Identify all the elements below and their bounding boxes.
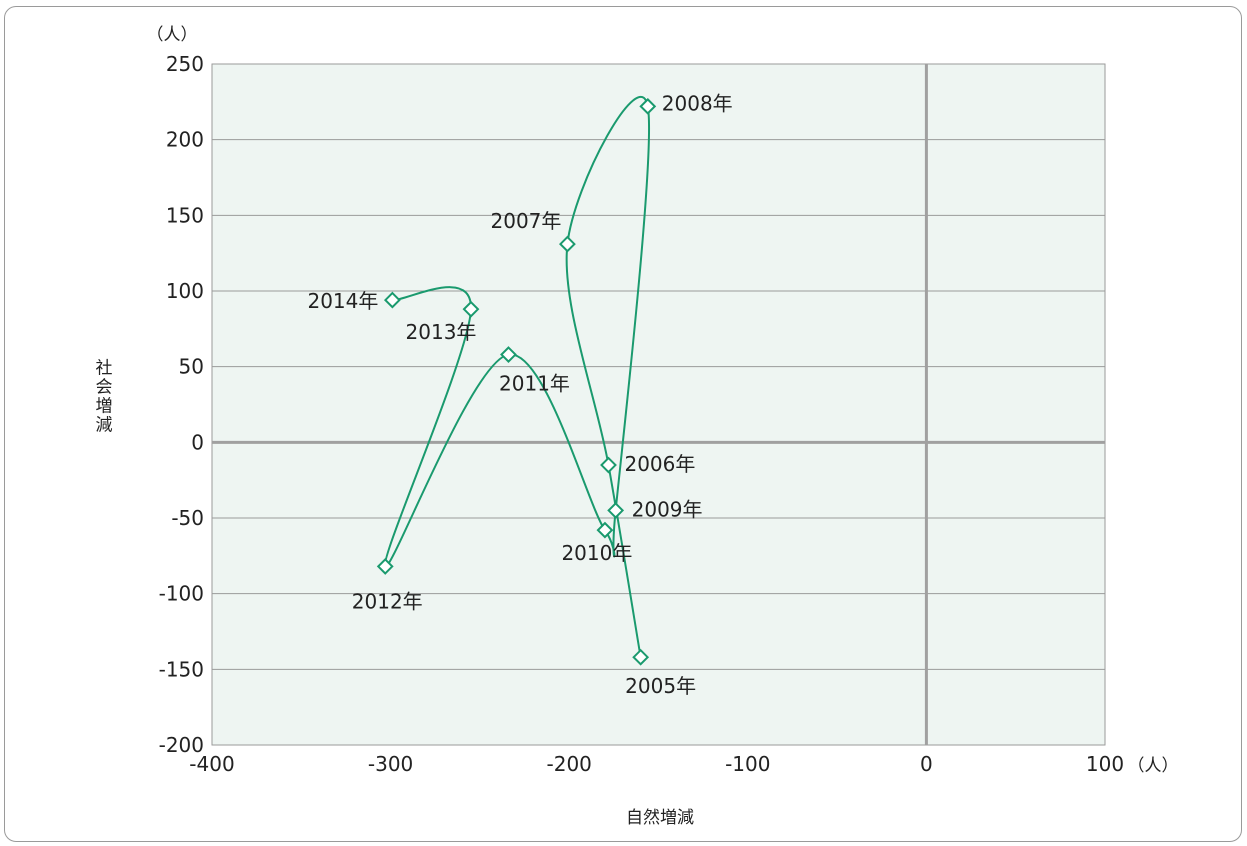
data-label: 2009年 (632, 497, 703, 521)
data-point-marker (462, 300, 480, 318)
x-tick-label: -100 (725, 752, 770, 776)
data-point-marker (639, 97, 657, 115)
y-tick-label: 150 (166, 203, 204, 227)
data-point-marker (600, 456, 617, 474)
zero-axes (212, 64, 1105, 745)
data-label: 2013年 (406, 320, 477, 344)
y-tick-label: 50 (179, 355, 204, 379)
gridlines (212, 63, 1105, 746)
y-unit-label: （人） (147, 25, 198, 45)
data-label: 2010年 (561, 541, 632, 565)
data-point-marker (607, 502, 625, 519)
data-label: 2012年 (352, 589, 423, 613)
x-axis-title: 自然増減 (626, 808, 694, 828)
y-axis-title: 社会増減 (96, 359, 113, 436)
y-tick-label: 200 (166, 128, 204, 152)
plot-area (211, 63, 1106, 746)
x-tick-label: -200 (547, 752, 592, 776)
x-tick-label: 100 (1086, 752, 1124, 776)
y-axis-ticks: 250 200 150 100 50 0 -50 -100 -150 -200 (159, 52, 204, 757)
x-unit-label: （人） (1128, 756, 1179, 776)
data-label: 2014年 (307, 289, 378, 313)
y-tick-label: -100 (159, 582, 204, 606)
y-tick-label: 250 (166, 52, 204, 76)
data-label: 2005年 (625, 674, 696, 698)
y-tick-label: -200 (159, 733, 204, 757)
x-tick-label: 0 (920, 752, 933, 776)
data-label: 2008年 (662, 91, 733, 115)
data-point-marker (632, 648, 650, 666)
y-axis-title-char: 会 (96, 378, 113, 398)
data-label: 2007年 (491, 209, 562, 233)
data-point-marker (500, 346, 517, 363)
x-tick-label: -400 (189, 752, 234, 776)
data-label: 2006年 (624, 452, 695, 476)
y-axis-title-char: 社 (96, 359, 113, 379)
y-tick-label: -150 (159, 657, 204, 681)
data-label: 2011年 (499, 372, 570, 396)
x-axis-ticks: -400 -300 -200 -100 0 100 (189, 752, 1124, 776)
y-axis-title-char: 減 (96, 416, 113, 436)
y-tick-label: 0 (191, 430, 204, 454)
data-markers (376, 97, 657, 666)
y-tick-label: -50 (171, 506, 204, 530)
data-point-marker (376, 558, 394, 575)
series-line (384, 96, 651, 658)
x-tick-label: -300 (368, 752, 413, 776)
data-point-marker (596, 521, 614, 539)
y-tick-label: 100 (166, 279, 204, 303)
data-point-marker (558, 235, 576, 253)
y-axis-title-char: 増 (96, 397, 113, 417)
data-point-marker (383, 291, 401, 309)
